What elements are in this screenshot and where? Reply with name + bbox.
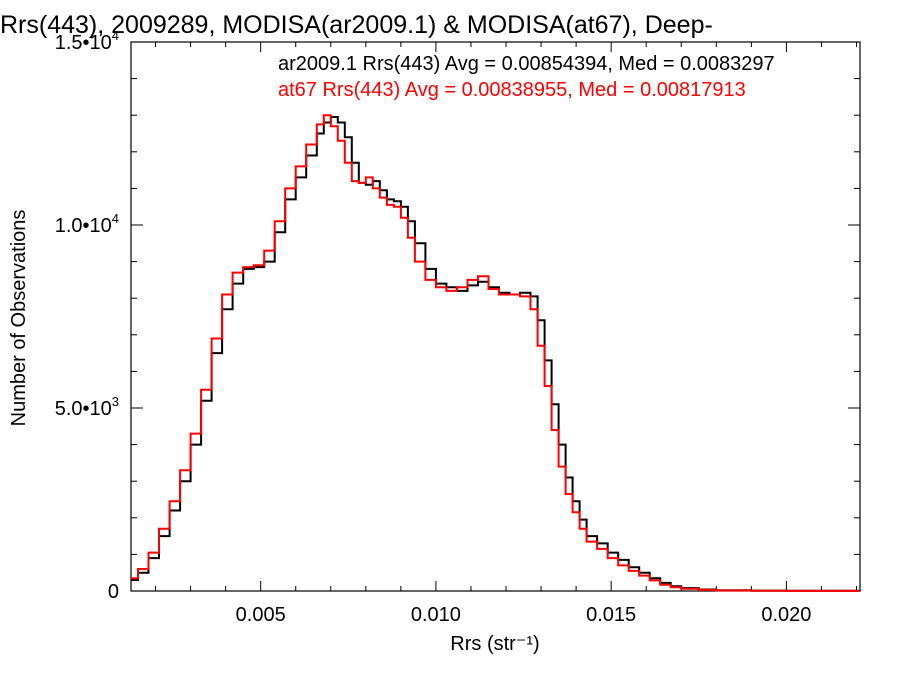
- series-line-ar2009: [131, 116, 861, 592]
- y-tick-label: 1.0•104: [55, 211, 119, 237]
- series-layer: [131, 114, 861, 592]
- y-tick-label: 1.5•104: [55, 28, 119, 54]
- series-line-at67: [131, 114, 860, 592]
- x-axis-label: Rrs (str⁻¹): [450, 633, 539, 655]
- y-tick-label: 0: [108, 581, 119, 603]
- legend-entry-at67: at67 Rrs(443) Avg = 0.00838955, Med = 0.…: [278, 79, 746, 101]
- y-axis-label: Number of Observations: [8, 210, 30, 427]
- x-tick-label: 0.005: [236, 604, 286, 626]
- x-tick-label: 0.015: [586, 604, 636, 626]
- legend-entry-ar2009: ar2009.1 Rrs(443) Avg = 0.00854394, Med …: [278, 53, 775, 75]
- plot-axes: 0.005 0.010 0.015 0.020 0 5.0•103 1.0•104 1.5•1…: [55, 28, 861, 626]
- y-tick-label: 5.0•103: [55, 394, 119, 420]
- plot-frame: [130, 41, 861, 592]
- x-tick-label: 0.020: [761, 604, 811, 626]
- chart-title: Rrs(443), 2009289, MODISA(ar2009.1) & MO…: [0, 11, 713, 39]
- x-tick-label: 0.010: [411, 604, 461, 626]
